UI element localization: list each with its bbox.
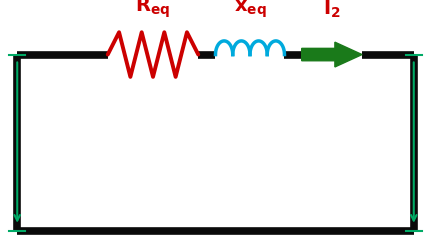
Text: $\mathbf{I_2}$: $\mathbf{I_2}$ <box>322 0 340 20</box>
Text: $\mathbf{x_{eq}}$: $\mathbf{x_{eq}}$ <box>233 0 266 20</box>
Polygon shape <box>301 42 361 67</box>
Text: $\mathbf{R_{eq}}$: $\mathbf{R_{eq}}$ <box>135 0 170 20</box>
